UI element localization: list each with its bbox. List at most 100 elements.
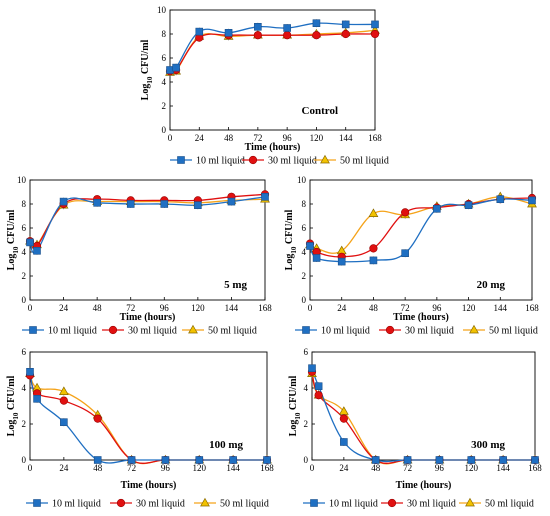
data-point [160, 200, 169, 208]
x-tick-label: 24 [195, 133, 205, 143]
data-point [172, 63, 180, 72]
x-tick-label: 96 [161, 463, 171, 473]
x-axis-label: Time (hours) [245, 142, 301, 153]
y-tick-label: 10 [17, 175, 27, 185]
legend-marker [465, 497, 475, 507]
y-tick-label: 4 [22, 383, 27, 393]
y-tick-label: 10 [157, 5, 167, 15]
data-point [263, 456, 271, 464]
x-axis-label: Time (hours) [120, 312, 176, 323]
legend-label: 50 ml liquid [220, 499, 269, 510]
data-point [161, 456, 170, 464]
data-point [368, 208, 379, 217]
data-point [531, 456, 539, 464]
data-point [93, 456, 102, 464]
x-tick-label: 72 [253, 133, 262, 143]
legend-label: 10 ml liquid [329, 499, 378, 510]
data-point [312, 31, 321, 40]
panel-title: Control [302, 105, 338, 117]
y-tick-label: 8 [302, 199, 307, 209]
legend-marker [33, 499, 41, 507]
data-point [338, 406, 349, 415]
x-tick-label: 168 [258, 303, 272, 313]
x-tick-label: 120 [462, 303, 476, 313]
y-tick-label: 2 [304, 419, 309, 429]
legend-marker [320, 154, 330, 164]
x-axis-label: Time (hours) [121, 480, 177, 491]
data-point [308, 364, 316, 373]
legend-marker [469, 324, 479, 334]
legend-marker [108, 325, 118, 335]
legend-label: 50 ml liquid [208, 326, 257, 337]
legend-marker [310, 499, 318, 507]
x-tick-label: 120 [465, 463, 479, 473]
series-line-30-ml-liquid [309, 197, 533, 258]
y-tick-label: 2 [22, 271, 27, 281]
legend-marker [188, 324, 198, 334]
y-tick-label: 4 [304, 383, 309, 393]
data-point [261, 193, 269, 201]
legend-marker [116, 498, 126, 508]
data-point [253, 31, 262, 40]
y-tick-label: 6 [162, 53, 167, 63]
y-tick-label: 10 [297, 175, 307, 185]
data-point [306, 242, 314, 250]
data-point [341, 20, 350, 29]
y-tick-label: 0 [162, 125, 167, 135]
x-tick-label: 168 [368, 133, 382, 143]
x-tick-label: 48 [93, 303, 103, 313]
y-tick-label: 0 [22, 295, 27, 305]
legend-label: 50 ml liquid [485, 499, 534, 510]
x-tick-label: 0 [28, 463, 33, 473]
data-point [403, 456, 412, 464]
x-tick-label: 96 [160, 303, 170, 313]
data-point [195, 456, 204, 464]
data-point [195, 27, 204, 36]
x-tick-label: 120 [191, 303, 205, 313]
y-tick-label: 4 [302, 247, 307, 257]
x-tick-label: 144 [494, 303, 508, 313]
legend-marker [177, 156, 185, 164]
y-tick-label: 4 [22, 247, 27, 257]
y-tick-label: 0 [302, 295, 307, 305]
data-point [33, 247, 41, 255]
x-tick-label: 120 [310, 133, 324, 143]
x-tick-label: 0 [310, 463, 315, 473]
data-point [229, 456, 237, 464]
data-point [26, 367, 34, 376]
y-axis-label: Log10 CFU/ml [6, 209, 20, 270]
data-point [499, 456, 507, 464]
data-point [401, 208, 410, 217]
y-tick-label: 8 [22, 199, 27, 209]
legend-label: 50 ml liquid [489, 326, 538, 337]
data-point [194, 201, 202, 209]
x-tick-label: 48 [369, 303, 379, 313]
data-point [59, 197, 68, 206]
x-tick-label: 24 [337, 303, 347, 313]
legend-marker [200, 497, 210, 507]
legend-label: 30 ml liquid [128, 326, 177, 337]
y-tick-label: 6 [302, 223, 307, 233]
panel-title: 20 mg [477, 279, 506, 291]
legend-label: 30 ml liquid [407, 499, 456, 510]
x-tick-label: 24 [59, 303, 69, 313]
data-point [227, 197, 236, 206]
data-point [93, 199, 101, 207]
legend-marker [302, 326, 310, 334]
x-tick-label: 24 [59, 463, 69, 473]
x-tick-label: 0 [28, 303, 33, 313]
y-tick-label: 0 [304, 455, 309, 465]
y-axis-label: Log10 CFU/ml [288, 375, 302, 436]
x-tick-label: 24 [339, 463, 349, 473]
y-axis-label: Log10 CFU/ml [140, 39, 154, 100]
data-point [341, 29, 350, 39]
x-tick-label: 168 [525, 303, 539, 313]
data-point [370, 29, 380, 39]
data-point [93, 414, 102, 423]
data-point [496, 195, 505, 203]
data-point [467, 456, 476, 464]
x-tick-label: 96 [283, 133, 293, 143]
